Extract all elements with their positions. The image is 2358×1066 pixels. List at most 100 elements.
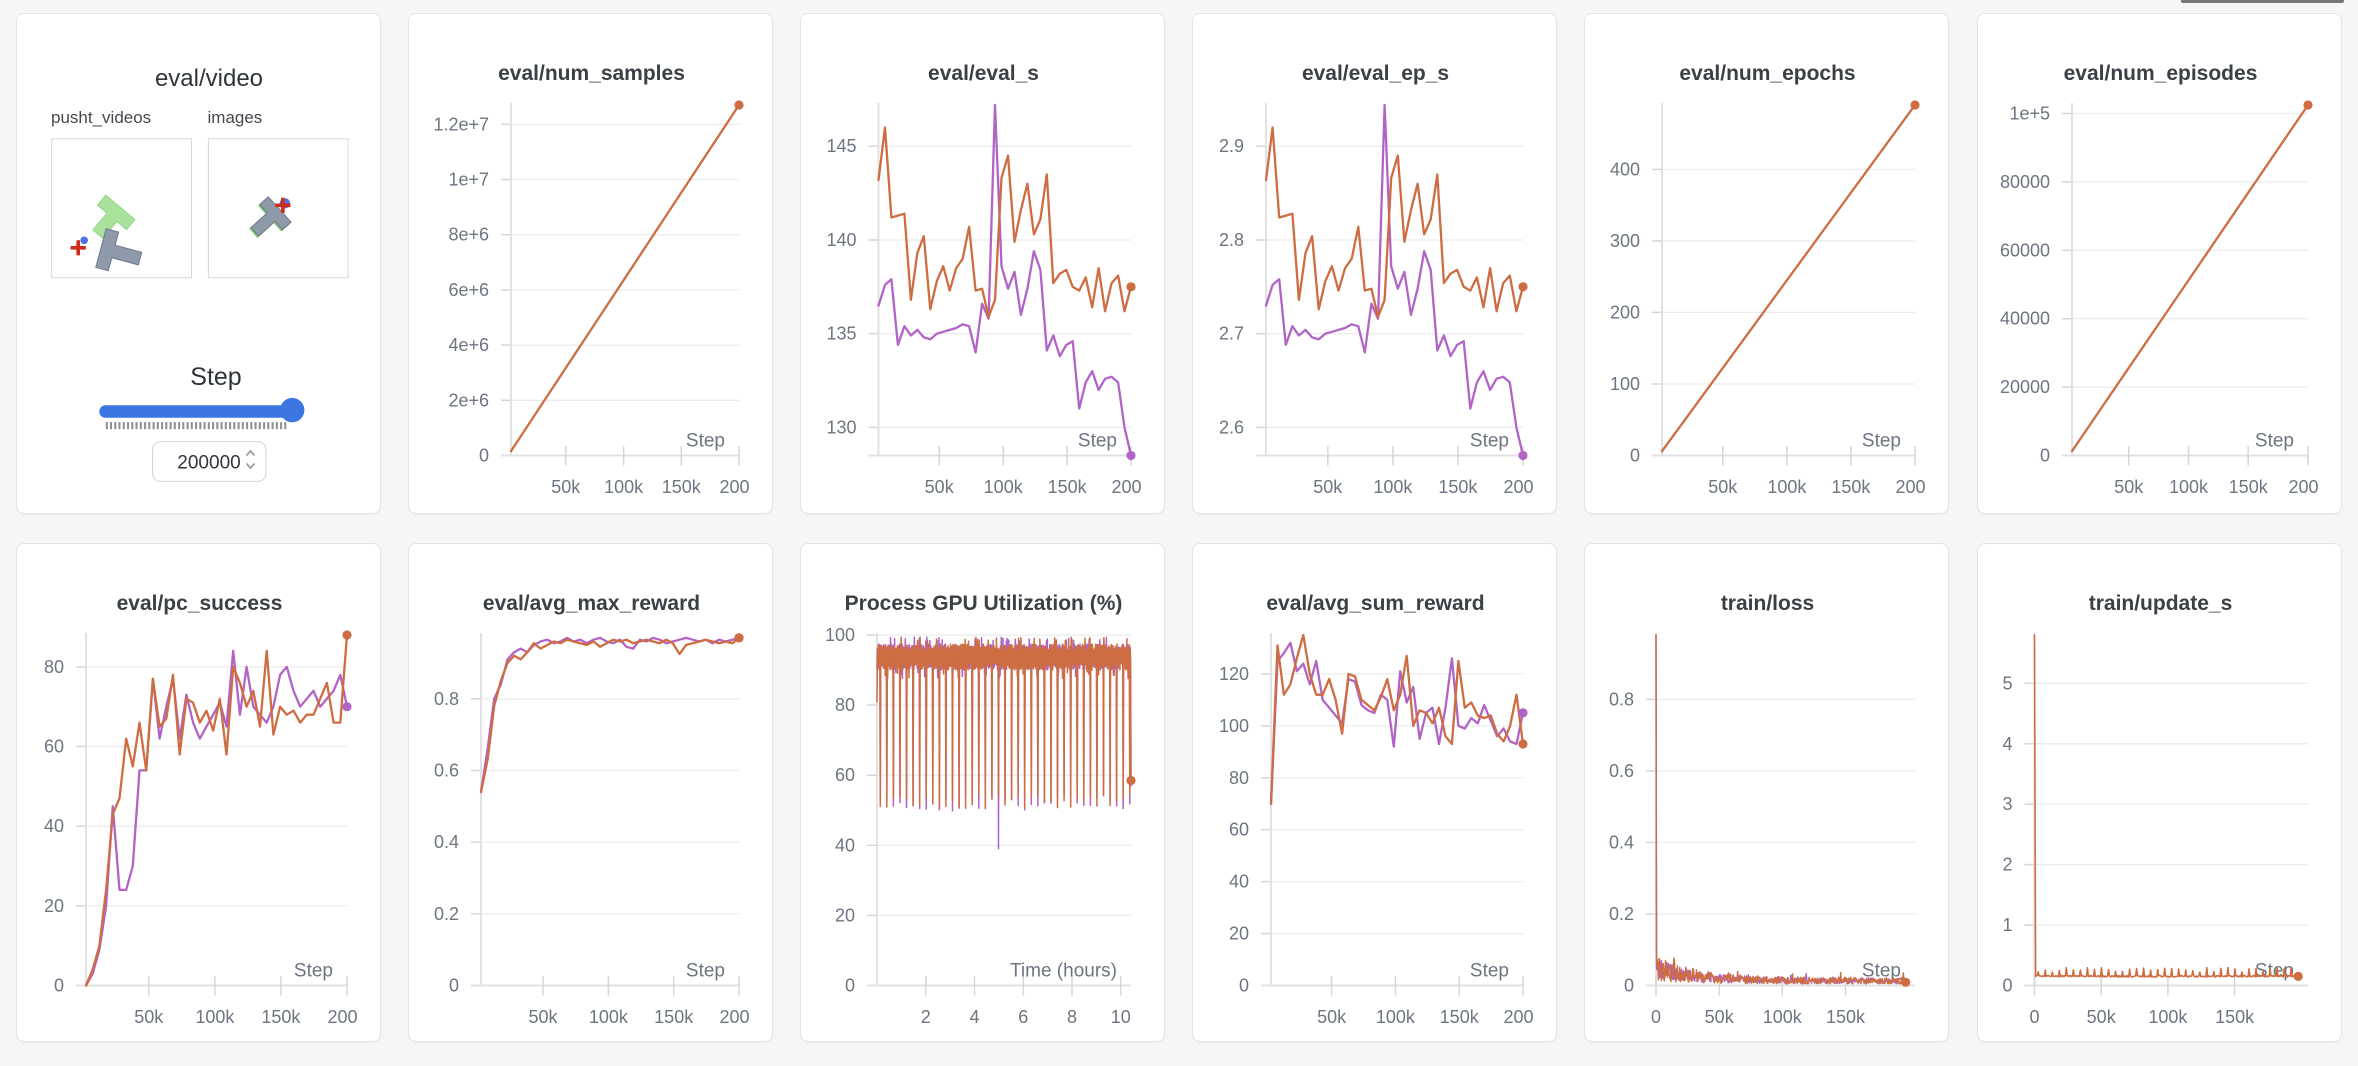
svg-text:5: 5 xyxy=(2002,673,2012,693)
svg-text:1e+5: 1e+5 xyxy=(2009,104,2050,124)
svg-text:140: 140 xyxy=(827,230,857,250)
svg-text:eval/num_samples: eval/num_samples xyxy=(498,62,685,85)
svg-text:80: 80 xyxy=(835,695,855,715)
svg-text:100: 100 xyxy=(1610,374,1640,394)
svg-text:145: 145 xyxy=(827,136,857,156)
svg-text:200000: 200000 xyxy=(177,453,240,474)
svg-text:Process GPU Utilization (%): Process GPU Utilization (%) xyxy=(845,592,1123,615)
svg-text:100k: 100k xyxy=(195,1007,235,1027)
svg-text:40: 40 xyxy=(835,835,855,855)
svg-text:200: 200 xyxy=(2288,477,2318,497)
svg-text:train/update_s: train/update_s xyxy=(2088,592,2232,615)
svg-text:150k: 150k xyxy=(1440,1007,1480,1027)
svg-text:100k: 100k xyxy=(604,477,644,497)
svg-text:0.2: 0.2 xyxy=(434,903,459,923)
svg-text:train/loss: train/loss xyxy=(1721,592,1814,615)
svg-text:8: 8 xyxy=(1067,1007,1077,1027)
svg-text:100k: 100k xyxy=(1763,1007,1803,1027)
svg-text:100k: 100k xyxy=(1374,477,1414,497)
svg-text:200: 200 xyxy=(1112,477,1142,497)
svg-text:100k: 100k xyxy=(2148,1007,2188,1027)
svg-text:0: 0 xyxy=(449,975,459,995)
svg-text:150k: 150k xyxy=(1439,477,1479,497)
svg-text:80: 80 xyxy=(44,656,64,676)
svg-text:50k: 50k xyxy=(1317,1007,1347,1027)
svg-text:200: 200 xyxy=(1896,477,1926,497)
svg-text:2.6: 2.6 xyxy=(1219,417,1244,437)
svg-text:0: 0 xyxy=(1624,975,1634,995)
svg-text:0: 0 xyxy=(845,975,855,995)
svg-text:2: 2 xyxy=(2002,854,2012,874)
svg-text:Step: Step xyxy=(294,960,333,981)
svg-text:200: 200 xyxy=(1504,1007,1534,1027)
svg-text:Step: Step xyxy=(686,960,725,981)
svg-text:3: 3 xyxy=(2002,794,2012,814)
svg-text:40: 40 xyxy=(1229,871,1249,891)
svg-text:eval/avg_sum_reward: eval/avg_sum_reward xyxy=(1267,592,1485,615)
svg-text:2.8: 2.8 xyxy=(1219,230,1244,250)
svg-text:2.7: 2.7 xyxy=(1219,324,1244,344)
svg-text:120: 120 xyxy=(1219,663,1249,683)
svg-text:4e+6: 4e+6 xyxy=(449,335,490,355)
svg-text:0.8: 0.8 xyxy=(434,688,459,708)
svg-text:60: 60 xyxy=(44,736,64,756)
svg-text:2: 2 xyxy=(921,1007,931,1027)
svg-text:150k: 150k xyxy=(1048,477,1088,497)
svg-text:0: 0 xyxy=(1651,1007,1661,1027)
svg-text:0: 0 xyxy=(2039,446,2049,466)
svg-text:20: 20 xyxy=(835,905,855,925)
svg-text:100: 100 xyxy=(1219,715,1249,735)
svg-text:0.6: 0.6 xyxy=(1609,760,1634,780)
svg-text:4: 4 xyxy=(970,1007,980,1027)
svg-text:Step: Step xyxy=(1862,960,1901,981)
svg-text:Step: Step xyxy=(1078,431,1117,452)
svg-text:1e+7: 1e+7 xyxy=(449,170,490,190)
svg-text:50k: 50k xyxy=(2086,1007,2116,1027)
svg-text:eval/avg_max_reward: eval/avg_max_reward xyxy=(483,592,700,615)
svg-text:50k: 50k xyxy=(925,477,955,497)
svg-text:6: 6 xyxy=(1018,1007,1028,1027)
svg-text:pusht_videos: pusht_videos xyxy=(51,108,151,127)
svg-text:50k: 50k xyxy=(1709,477,1739,497)
svg-text:0.4: 0.4 xyxy=(434,832,459,852)
svg-text:200: 200 xyxy=(720,477,750,497)
svg-text:2e+6: 2e+6 xyxy=(449,390,490,410)
svg-text:0: 0 xyxy=(479,446,489,466)
svg-text:100: 100 xyxy=(825,625,855,645)
svg-text:0: 0 xyxy=(1239,975,1249,995)
svg-text:135: 135 xyxy=(827,324,857,344)
svg-text:Step: Step xyxy=(2254,431,2293,452)
svg-text:130: 130 xyxy=(827,417,857,437)
svg-text:20: 20 xyxy=(1229,923,1249,943)
svg-text:eval/eval_s: eval/eval_s xyxy=(928,62,1039,85)
svg-text:150k: 150k xyxy=(654,1007,694,1027)
svg-text:150k: 150k xyxy=(1832,477,1872,497)
svg-text:0: 0 xyxy=(2029,1007,2039,1027)
svg-text:50k: 50k xyxy=(2114,477,2144,497)
svg-text:1.2e+7: 1.2e+7 xyxy=(434,114,490,134)
svg-text:Step: Step xyxy=(190,363,241,391)
svg-text:1: 1 xyxy=(2002,915,2012,935)
svg-text:images: images xyxy=(208,108,263,127)
svg-text:Step: Step xyxy=(2254,960,2293,981)
svg-text:150k: 150k xyxy=(2228,477,2268,497)
svg-text:Step: Step xyxy=(1862,431,1901,452)
svg-text:200: 200 xyxy=(720,1007,750,1027)
svg-text:50k: 50k xyxy=(134,1007,164,1027)
svg-text:20: 20 xyxy=(44,895,64,915)
svg-text:200: 200 xyxy=(1504,477,1534,497)
svg-text:eval/video: eval/video xyxy=(155,65,263,92)
svg-text:100k: 100k xyxy=(1768,477,1808,497)
svg-text:60000: 60000 xyxy=(1999,240,2049,260)
svg-text:10: 10 xyxy=(1111,1007,1131,1027)
svg-text:100k: 100k xyxy=(984,477,1024,497)
svg-text:150k: 150k xyxy=(2215,1007,2255,1027)
svg-text:400: 400 xyxy=(1610,159,1640,179)
svg-text:80000: 80000 xyxy=(1999,172,2049,192)
svg-text:0.6: 0.6 xyxy=(434,760,459,780)
svg-text:150k: 150k xyxy=(662,477,702,497)
svg-text:50k: 50k xyxy=(1705,1007,1735,1027)
svg-text:Step: Step xyxy=(1470,960,1509,981)
svg-text:60: 60 xyxy=(835,765,855,785)
svg-text:300: 300 xyxy=(1610,231,1640,251)
